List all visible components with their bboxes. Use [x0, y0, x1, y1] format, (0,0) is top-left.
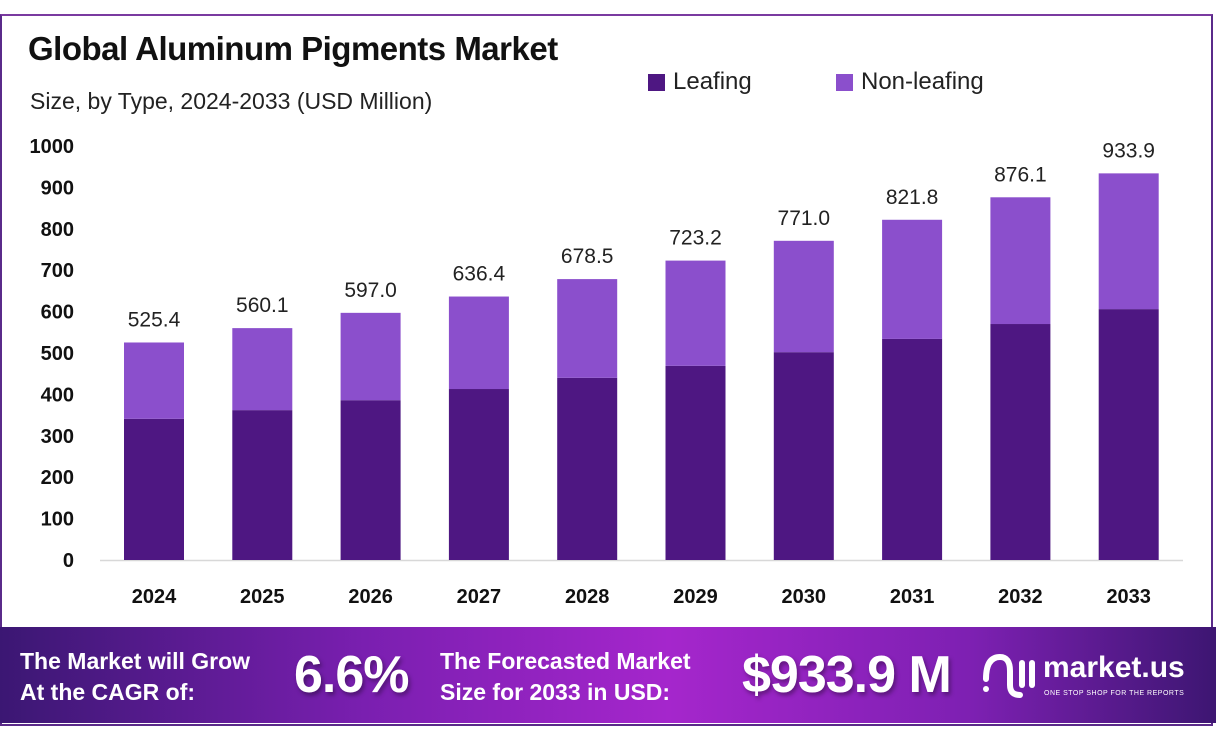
market-us-logo-icon	[983, 653, 1035, 698]
logo-name: market.us	[1043, 651, 1185, 684]
summary-banner: The Market will Grow At the CAGR of: 6.6…	[0, 627, 1216, 723]
data-label-total: 597.0	[344, 279, 397, 302]
bar-non-leafing-2024	[124, 342, 184, 419]
legend-item-non-leafing: Non-leafing	[836, 68, 984, 96]
data-label-total: 771.0	[778, 207, 831, 230]
data-label-total: 636.4	[453, 263, 506, 286]
y-tick-label: 400	[41, 384, 74, 406]
bar-non-leafing-2031	[882, 219, 943, 339]
y-tick-label: 0	[63, 550, 74, 572]
y-tick-label: 600	[41, 302, 74, 324]
bar-leafing-2031	[882, 338, 943, 560]
x-tick-label: 2029	[673, 586, 718, 608]
bar-non-leafing-2033	[1098, 173, 1159, 310]
legend-swatch-non-leafing	[836, 73, 853, 91]
data-label-total: 525.4	[128, 308, 181, 331]
data-label-total: 876.1	[994, 163, 1047, 186]
x-tick-label: 2030	[782, 586, 827, 608]
x-tick-label: 2027	[457, 586, 502, 608]
x-tick-label: 2028	[565, 586, 610, 608]
bar-non-leafing-2032	[990, 197, 1051, 325]
legend-label-non-leafing: Non-leafing	[861, 68, 984, 95]
x-tick-label: 2025	[240, 586, 285, 608]
y-tick-label: 100	[41, 509, 74, 531]
bar-leafing-2026	[340, 400, 401, 560]
data-label-total: 678.5	[561, 245, 614, 268]
y-tick-label: 800	[41, 219, 74, 241]
cagr-label: The Market will Grow At the CAGR of:	[20, 646, 250, 708]
chart-frame	[0, 14, 1213, 726]
forecast-value: $933.9 M	[742, 646, 952, 704]
cagr-label-line2: At the CAGR of:	[20, 679, 196, 705]
x-tick-label: 2026	[348, 586, 393, 608]
logo-tagline: ONE STOP SHOP FOR THE REPORTS	[1044, 690, 1185, 697]
bar-leafing-2027	[448, 389, 509, 560]
cagr-label-line1: The Market will Grow	[20, 648, 251, 674]
cagr-value: 6.6%	[294, 646, 410, 704]
bar-leafing-2028	[557, 377, 618, 560]
x-tick-label: 2031	[890, 586, 935, 608]
bar-non-leafing-2027	[448, 296, 509, 390]
y-tick-label: 900	[41, 177, 74, 199]
y-tick-label: 1000	[30, 136, 75, 158]
bar-non-leafing-2026	[340, 312, 401, 401]
data-label-total: 723.2	[669, 227, 722, 250]
bar-leafing-2029	[665, 365, 726, 560]
x-tick-label: 2024	[132, 586, 177, 608]
data-label-total: 560.1	[236, 294, 289, 317]
bar-non-leafing-2025	[232, 328, 293, 411]
bar-non-leafing-2028	[557, 279, 618, 378]
legend-swatch-leafing	[648, 73, 665, 91]
y-tick-label: 500	[41, 343, 74, 365]
bar-leafing-2033	[1098, 309, 1159, 560]
data-label-total: 821.8	[886, 186, 939, 209]
bar-non-leafing-2029	[665, 260, 726, 366]
y-tick-label: 200	[41, 467, 74, 489]
y-tick-label: 700	[41, 260, 74, 282]
chart-subtitle: Size, by Type, 2024-2033 (USD Million)	[30, 88, 433, 114]
legend-item-leafing: Leafing	[648, 68, 752, 96]
y-tick-label: 300	[41, 426, 74, 448]
bar-leafing-2025	[232, 410, 293, 560]
bar-leafing-2032	[990, 324, 1051, 560]
bar-non-leafing-2030	[773, 240, 834, 353]
data-label-total: 933.9	[1102, 139, 1155, 162]
chart-plot: 0 100 200 300 400 500 600 700 800 900 1000 525.4 202…	[30, 136, 1183, 608]
forecast-label: The Forecasted Market Size for 2033 in U…	[440, 646, 691, 708]
legend-label-leafing: Leafing	[673, 68, 752, 95]
x-tick-label: 2033	[1106, 586, 1151, 608]
bar-leafing-2024	[124, 418, 184, 560]
forecast-label-line1: The Forecasted Market	[440, 648, 691, 674]
bar-leafing-2030	[773, 352, 834, 560]
chart-title: Global Aluminum Pigments Market	[28, 30, 558, 67]
forecast-label-line2: Size for 2033 in USD:	[440, 679, 671, 705]
x-tick-label: 2032	[998, 586, 1043, 608]
